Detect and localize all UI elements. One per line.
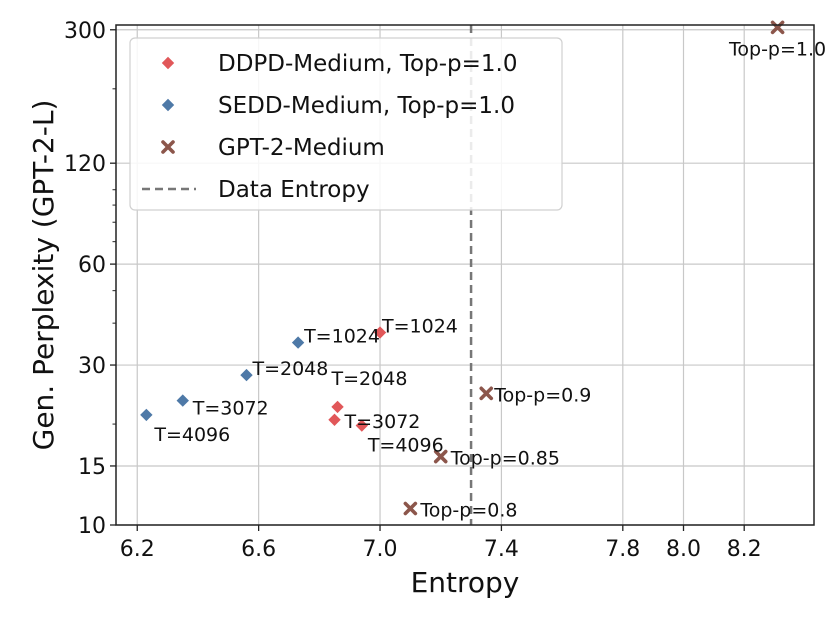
point-label: Top-p=0.9: [493, 384, 591, 406]
y-tick-label: 300: [64, 19, 106, 44]
point-label: T=3072: [344, 411, 421, 433]
point-label: T=2048: [331, 368, 408, 390]
plot-frame: [115, 24, 815, 526]
y-tick-label: 60: [78, 253, 106, 278]
point-label: T=4096: [153, 424, 230, 446]
y-tick-label: 30: [78, 354, 106, 379]
series-1-point: [176, 394, 189, 407]
point-label: T=1024: [381, 316, 458, 338]
x-tick-label: 7.0: [363, 537, 398, 562]
x-tick-label: 8.0: [666, 537, 701, 562]
legend: DDPD-Medium, Top-p=1.0 SEDD-Medium, Top-p…: [129, 37, 563, 211]
series-2-point: [433, 449, 448, 464]
point-label: Top-p=1.0: [728, 38, 826, 60]
series-0-point: [331, 400, 344, 414]
series-2-point: [770, 20, 785, 35]
point-label: Top-p=0.85: [450, 448, 560, 470]
legend-marker: [161, 98, 175, 112]
point-label: T=4096: [367, 435, 444, 457]
x-tick-label: 7.4: [484, 537, 519, 562]
axis-ticks: 6.2 6.6 7.0 7.4 7.8 8.0 8.2 10 15 30 60 120 300: [64, 19, 762, 562]
legend-marker: [161, 56, 175, 70]
legend-label: SEDD-Medium, Top-p=1.0: [218, 93, 515, 119]
series-2-point: [403, 501, 418, 516]
y-tick-label: 120: [64, 152, 106, 177]
x-marker-stroke: [770, 20, 785, 35]
x-marker-stroke: [161, 140, 175, 154]
series-0-point: [355, 419, 369, 432]
legend-label: DDPD-Medium, Top-p=1.0: [218, 51, 517, 77]
series-1-point: [291, 336, 305, 349]
point-label: T=1024: [303, 326, 380, 348]
x-tick-label: 8.2: [727, 537, 762, 562]
legend-label: GPT-2-Medium: [218, 135, 385, 161]
series-1-point: [140, 408, 153, 422]
point-label: T=2048: [251, 358, 328, 380]
legend-box: [129, 37, 563, 211]
x-marker-stroke: [433, 449, 448, 464]
series-2-point: [479, 386, 494, 401]
point-labels-layer: T=1024T=2048T=3072T=4096T=1024T=2048T=30…: [153, 38, 826, 521]
point-label: Top-p=0.8: [419, 499, 517, 521]
series-0-point: [328, 413, 341, 426]
x-marker-stroke: [479, 386, 494, 401]
y-tick-label: 10: [78, 514, 106, 539]
series-0-point: [373, 326, 387, 339]
x-tick-label: 6.6: [241, 537, 276, 562]
points-layer: [140, 20, 785, 516]
legend-label: Data Entropy: [218, 177, 370, 203]
y-axis-label: Gen. Perplexity (GPT-2-L): [27, 100, 60, 451]
legend-marker: [161, 140, 175, 154]
series-1-point: [240, 368, 253, 382]
x-marker-stroke: [403, 501, 418, 516]
y-tick-label: 15: [78, 455, 106, 480]
point-label: T=3072: [192, 398, 269, 420]
x-tick-label: 7.8: [605, 537, 640, 562]
x-tick-label: 6.2: [120, 537, 155, 562]
x-axis-label: Entropy: [411, 566, 520, 599]
